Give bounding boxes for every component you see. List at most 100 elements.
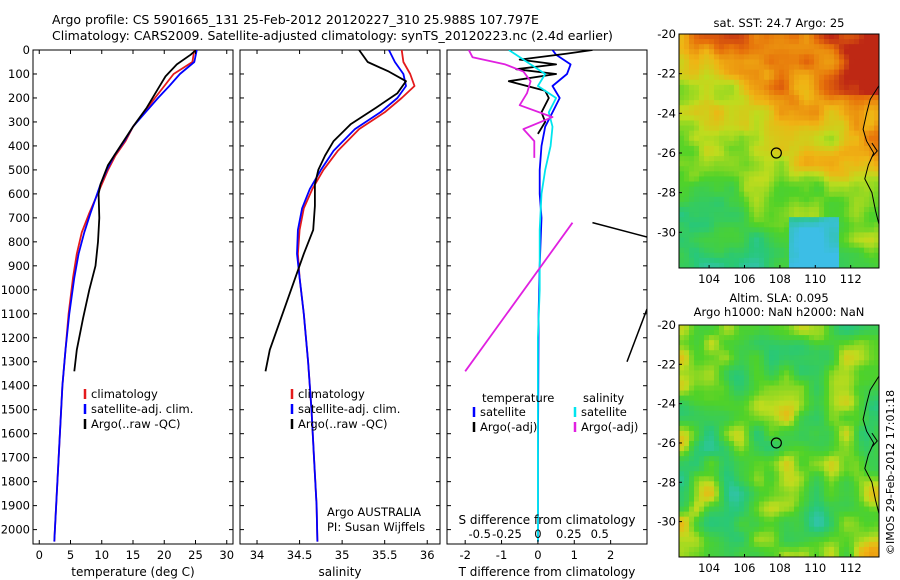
map-cell-sla [699, 506, 705, 513]
map-cell-sst [724, 242, 730, 249]
map-cell-sla [689, 451, 695, 457]
y-tick-label-temperature: 100 [8, 67, 30, 81]
map-cell-sst [784, 176, 790, 183]
map-cell-sst [814, 34, 820, 40]
map-cell-sla [749, 410, 755, 417]
map-cell-sla [744, 526, 750, 533]
map-cell-sst [729, 186, 735, 193]
pi-label: PI: Susan Wijffels [327, 520, 425, 534]
map-cell-sst [764, 69, 770, 76]
map-cell-sla [869, 456, 875, 462]
map-cell-sla [724, 355, 730, 361]
map-cell-sst [779, 181, 785, 188]
map-cell-sla [824, 516, 830, 523]
map-cell-sst [744, 44, 750, 50]
map-cell-sla [864, 345, 870, 351]
map-cell-sla [834, 375, 840, 382]
map-cell-sla [794, 345, 800, 351]
map-cell-sst [844, 232, 850, 239]
map-cell-sst [824, 145, 830, 152]
map-cell-sla [734, 360, 740, 366]
map-cell-sla [724, 390, 730, 397]
map-cell-sst [834, 257, 840, 264]
map-cell-sla [754, 360, 760, 366]
map-cell-sla [679, 551, 685, 557]
map-cell-sla [784, 446, 790, 452]
map-cell-sst [799, 242, 805, 249]
map-cell-sla [804, 370, 810, 377]
map-cell-sst [724, 191, 730, 198]
map-cell-sst [769, 79, 775, 86]
map-cell-sst [739, 262, 745, 268]
map-cell-sst [849, 222, 855, 228]
map-cell-sst [689, 161, 695, 167]
map-cell-sst [714, 110, 720, 116]
map-cell-sst [754, 161, 760, 167]
map-cell-sla [679, 486, 685, 493]
map-cell-sla [819, 350, 825, 356]
map-cell-sst [864, 64, 870, 71]
map-cell-sst [739, 242, 745, 249]
map-cell-sst [724, 89, 730, 96]
map-cell-sst [779, 69, 785, 76]
map-cell-sst [794, 232, 800, 239]
map-cell-sla [704, 471, 710, 477]
temperature-axes-frame [32, 49, 234, 545]
map-cell-sla [869, 476, 875, 482]
map-cell-sst [699, 95, 705, 101]
map-cell-sst [684, 34, 690, 40]
map-cell-sla [774, 511, 780, 518]
map-cell-sla [849, 551, 855, 557]
map-cell-sst [739, 171, 745, 178]
map-cell-sla [819, 481, 825, 487]
map-cell-sst [779, 64, 785, 71]
map-cell-sst [699, 79, 705, 86]
map-cell-sst [724, 232, 730, 239]
map-cell-sla [784, 531, 790, 538]
map-cell-sla [769, 466, 775, 472]
map-cell-sst [804, 145, 810, 152]
map-cell-sla [794, 551, 800, 557]
map-cell-sst [864, 171, 870, 178]
map-cell-sst [869, 89, 875, 96]
map-cell-sst [689, 156, 695, 162]
map-cell-sst [764, 201, 770, 208]
map-cell-sla [679, 531, 685, 538]
map-cell-sst [724, 161, 730, 167]
map-cell-sst [864, 135, 870, 142]
map-cell-sst [809, 95, 815, 101]
map-cell-sst [829, 252, 835, 259]
map-cell-sst [854, 222, 860, 228]
map-cell-sla [739, 405, 745, 412]
map-cell-sst [869, 201, 875, 208]
map-cell-sst [734, 110, 740, 116]
map-cell-sst [719, 242, 725, 249]
map-cell-sla [714, 466, 720, 472]
map-cell-sla [874, 441, 879, 447]
map-cell-sla [774, 521, 780, 528]
map-cell-sst [724, 145, 730, 152]
map-cell-sst [864, 191, 870, 198]
map-cell-sla [689, 435, 695, 442]
map-cell-sst [704, 74, 710, 81]
map-cell-sla [839, 441, 845, 447]
map-cell-sst [784, 217, 790, 223]
map-cell-sst [819, 125, 825, 132]
map-cell-sst [834, 161, 840, 167]
map-cell-sla [724, 471, 730, 477]
map-cell-sst [754, 201, 760, 208]
map-cell-sla [709, 410, 715, 417]
map-cell-sst [834, 206, 840, 213]
map-cell-sla [724, 405, 730, 412]
map-cell-sla [709, 541, 715, 548]
map-cell-sst [849, 34, 855, 40]
map-cell-sst [719, 49, 725, 55]
map-cell-sst [684, 181, 690, 188]
map-cell-sst [849, 181, 855, 188]
map-cell-sst [724, 206, 730, 213]
map-x-tick-label: 108 [769, 561, 791, 575]
map-cell-sst [729, 145, 735, 152]
map-cell-sst [704, 140, 710, 147]
map-cell-sst [874, 100, 879, 106]
map-cell-sst [734, 54, 740, 61]
